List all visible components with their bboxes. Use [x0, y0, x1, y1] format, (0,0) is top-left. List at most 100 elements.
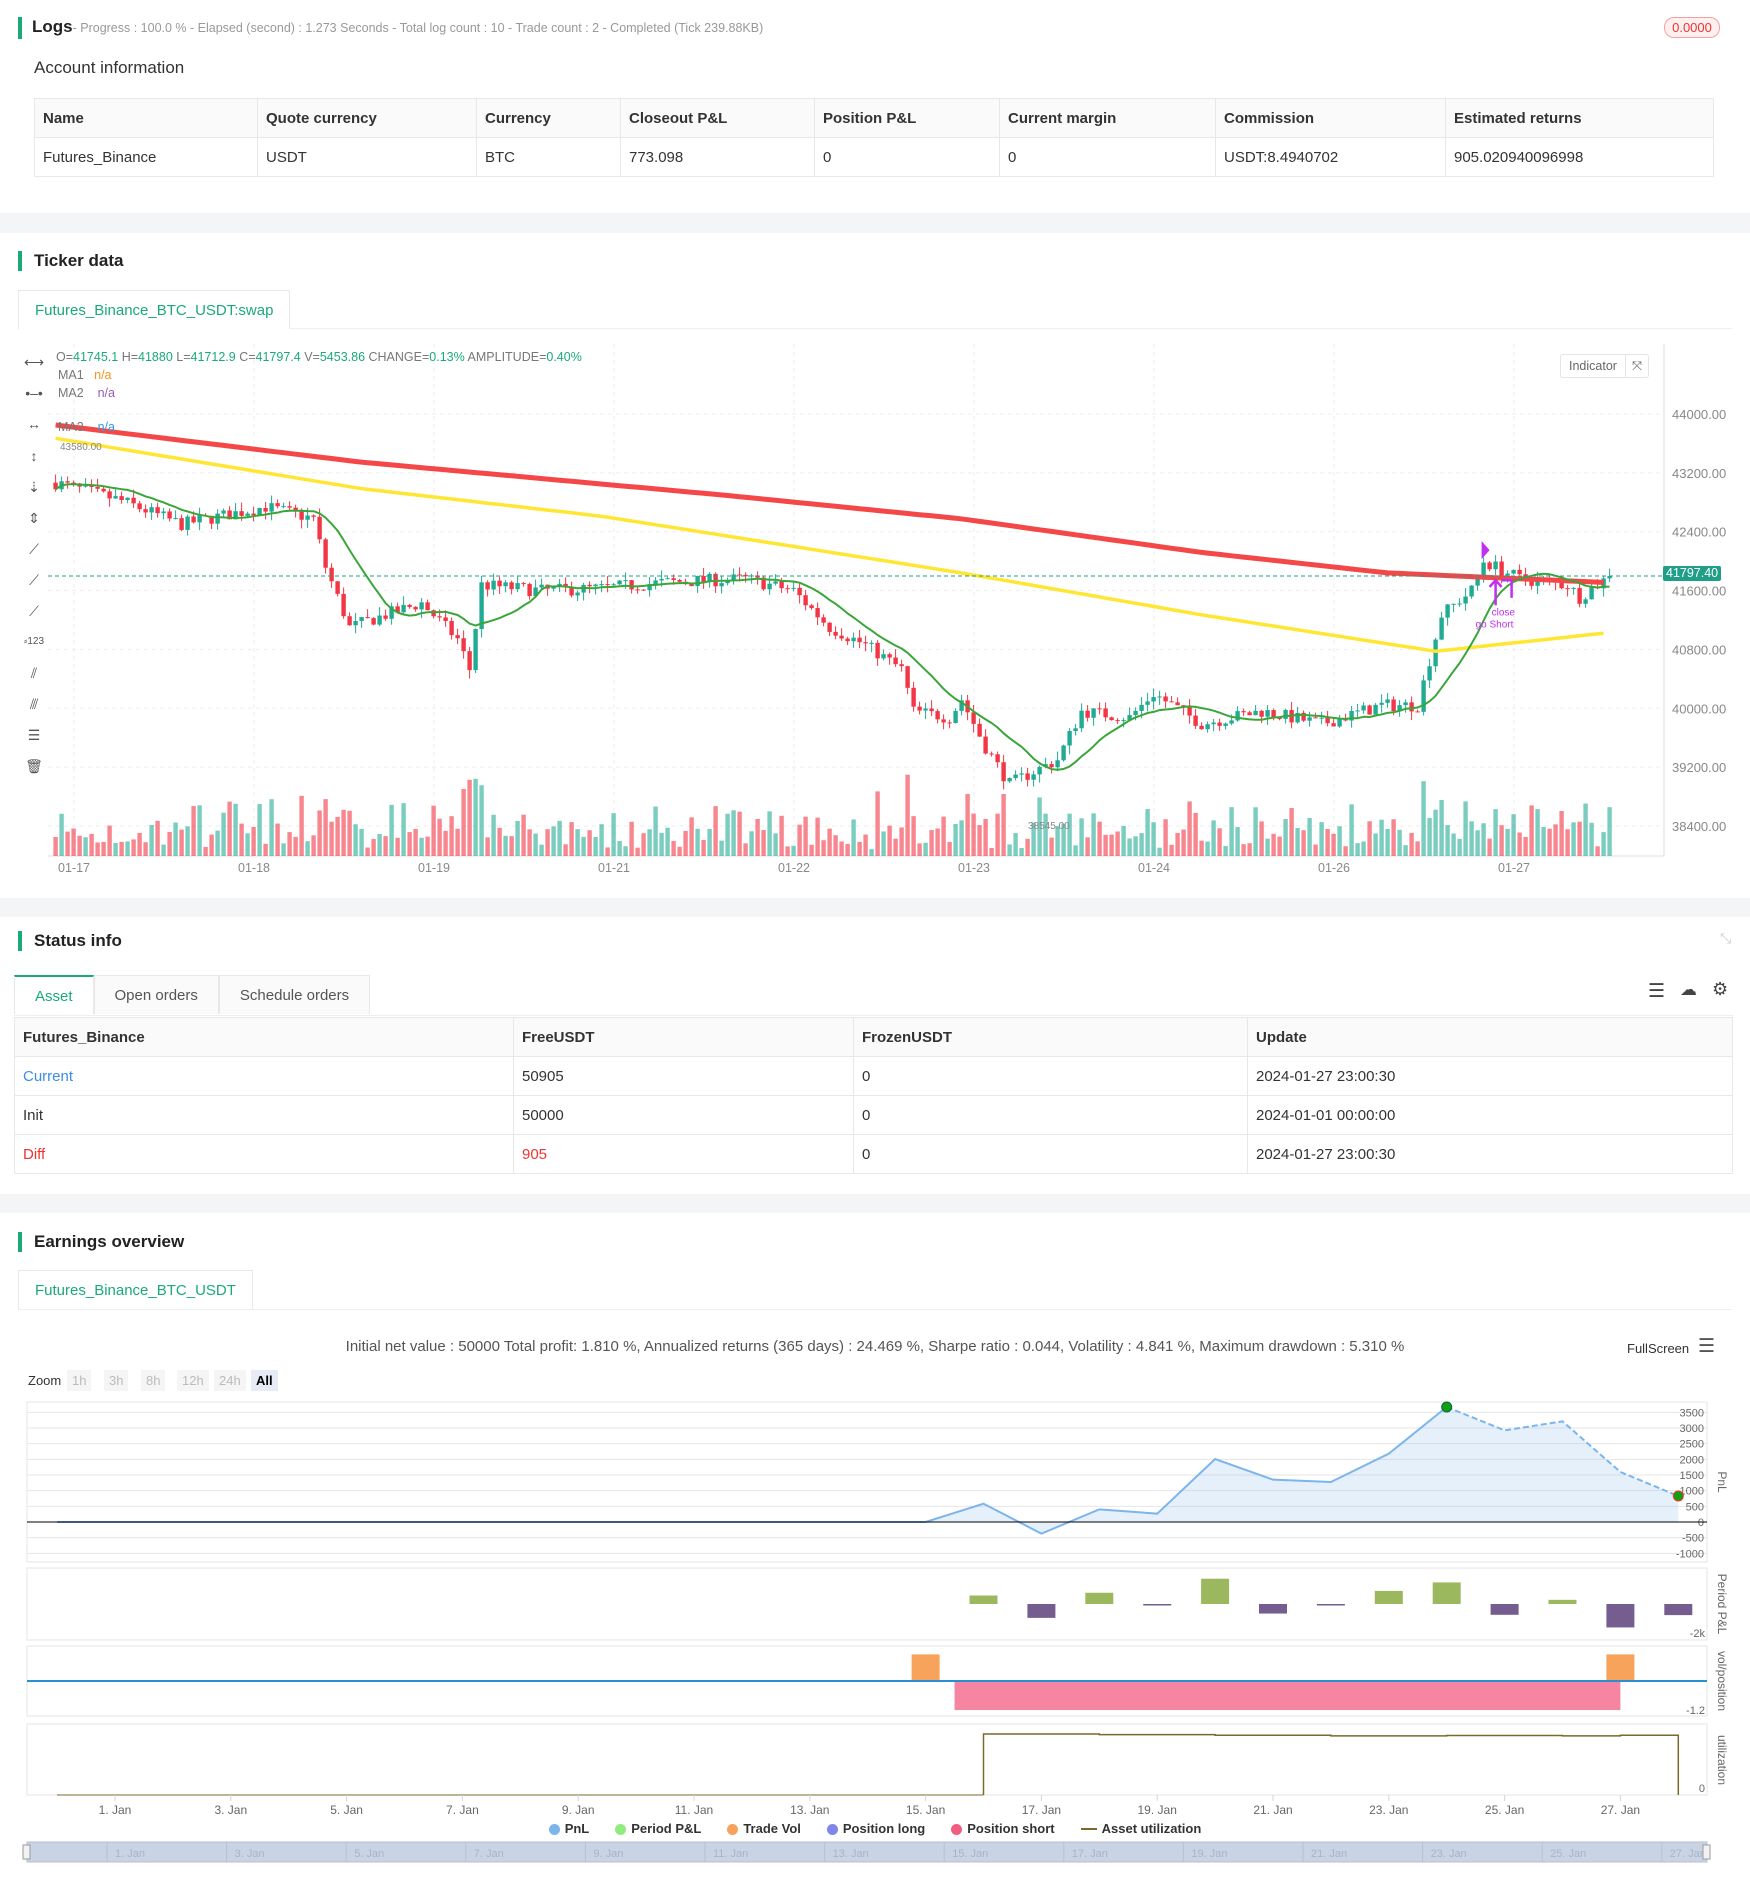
tab-earnings-symbol[interactable]: Futures_Binance_BTC_USDT	[18, 1270, 253, 1309]
x-tick-label: 01-18	[238, 861, 270, 875]
candle-body	[1373, 704, 1378, 715]
settings-gear-icon[interactable]: ⚙	[1712, 979, 1729, 999]
zoom-all-button[interactable]: All	[251, 1370, 278, 1391]
volume-bar	[1499, 825, 1504, 856]
navigator-right-handle	[1702, 1844, 1711, 1860]
legend-period-pnl[interactable]: Period P&L	[615, 1821, 701, 1837]
cell-free: 50000	[513, 1095, 854, 1135]
candle-body	[953, 710, 958, 723]
volume-bar	[179, 829, 184, 856]
volume-bar	[1301, 830, 1306, 856]
trend-line-icon[interactable]: ⟋	[29, 541, 39, 557]
volume-bar	[293, 836, 298, 856]
navigator-tick: 27. Jan	[1670, 1848, 1706, 1860]
legend-position-short[interactable]: Position short	[951, 1821, 1055, 1837]
close-value: 41797.4	[255, 350, 301, 364]
y-tick-label: 40800.00	[1672, 642, 1726, 657]
candle-body	[1121, 720, 1126, 722]
volume-bar	[911, 816, 916, 856]
candle-body	[239, 511, 244, 516]
cell-estimated-returns: 905.020940096998	[1445, 137, 1714, 177]
earnings-chart[interactable]: 3500 3000 2500 2000 1500 1000 500 0 -500 -1000 PnL…	[0, 1395, 1750, 1875]
candle-body	[461, 638, 466, 652]
parallel-channel-icon[interactable]: ⫽	[30, 665, 38, 681]
candle-body	[1241, 711, 1246, 713]
candle-body	[887, 654, 892, 658]
volume-bar	[665, 827, 670, 856]
candle-body	[323, 539, 328, 568]
segment-line-icon[interactable]: ⟋	[29, 603, 39, 619]
legend-position-short-label: Position short	[967, 1821, 1055, 1836]
volume-bar	[1085, 837, 1090, 856]
row-label-current[interactable]: Current	[14, 1056, 514, 1096]
horizontal-lines-icon[interactable]: ☰	[27, 727, 41, 743]
legend-trade-vol[interactable]: Trade Vol	[727, 1821, 801, 1837]
fullscreen-icon[interactable]: ⤧	[1631, 359, 1642, 373]
zoom-8h-button[interactable]: 8h	[141, 1370, 166, 1391]
candlestick-chart[interactable]: 44000.00 43200.00 42400.00 41600.00 40800.00…	[0, 340, 1750, 885]
position-short-bar	[954, 1681, 1621, 1711]
candle-body	[677, 580, 682, 582]
cloud-upload-icon[interactable]: ☁	[1680, 980, 1697, 999]
legend-asset-utilization[interactable]: Asset utilization	[1080, 1821, 1201, 1837]
tab-ticker-symbol[interactable]: Futures_Binance_BTC_USDT:swap	[18, 290, 291, 329]
zoom-1h-button[interactable]: 1h	[67, 1370, 92, 1391]
horizontal-line-icon[interactable]: ⟷	[23, 354, 45, 370]
horizontal-ray-icon[interactable]: •–•	[25, 385, 43, 401]
fullscreen-button[interactable]: FullScreen	[1627, 1341, 1690, 1356]
volume-bar	[401, 803, 406, 856]
vertical-line-icon[interactable]: ↕	[30, 448, 38, 464]
signal-short-label: go Short	[1476, 619, 1514, 630]
volume-bar	[1409, 832, 1414, 856]
tab-schedule-orders[interactable]: Schedule orders	[218, 975, 371, 1014]
candle-body	[233, 511, 238, 520]
candle-body	[209, 515, 214, 524]
price-line-icon[interactable]: ⸗123	[23, 636, 44, 647]
volume-bar	[1331, 833, 1336, 856]
candle-body	[563, 583, 568, 588]
volume-bar	[1043, 813, 1048, 856]
tab-open-orders[interactable]: Open orders	[93, 975, 219, 1014]
candle-body	[383, 615, 388, 619]
pnl-drawdown-line	[1446, 1406, 1679, 1497]
volume-bar	[1247, 843, 1252, 856]
tab-asset[interactable]: Asset	[14, 975, 94, 1014]
fibonacci-icon[interactable]: ⫻	[29, 696, 39, 712]
trash-icon[interactable]: 🗑	[25, 758, 43, 774]
candle-body	[275, 503, 280, 507]
candle-body	[521, 583, 526, 585]
list-view-icon[interactable]: ☰	[1648, 981, 1666, 1002]
legend-position-long[interactable]: Position long	[826, 1821, 925, 1837]
candle-body	[1103, 708, 1108, 718]
pnl-peak-marker	[1441, 1401, 1453, 1413]
volume-bar	[395, 837, 400, 856]
legend-pnl[interactable]: PnL	[548, 1821, 589, 1837]
candle-body	[281, 506, 286, 508]
volume-bar	[515, 820, 520, 856]
volume-bar	[1481, 823, 1486, 856]
period-pnl-frame	[26, 1567, 1708, 1641]
horizontal-segment-icon[interactable]: ↔	[27, 416, 41, 432]
zoom-3h-button[interactable]: 3h	[104, 1370, 129, 1391]
volume-bar	[1523, 836, 1528, 856]
candle-body	[65, 481, 70, 483]
status-close-icon[interactable]: ⤡	[1720, 930, 1732, 946]
candle-body	[371, 618, 376, 625]
candle-body	[155, 507, 160, 514]
candle-body	[101, 488, 106, 492]
volume-bar	[689, 817, 694, 856]
ray-line-icon[interactable]: ⟋	[29, 572, 39, 588]
vertical-segment-icon[interactable]: ⇕	[28, 510, 40, 526]
vertical-ray-icon[interactable]: ⇣	[28, 479, 40, 495]
chart-menu-icon[interactable]: ☰	[1698, 1336, 1716, 1357]
volume-bar	[947, 841, 952, 856]
zoom-12h-button[interactable]: 12h	[177, 1370, 209, 1391]
volume-bar	[359, 828, 364, 856]
indicator-button[interactable]: Indicator	[1561, 355, 1626, 377]
cell-update: 2024-01-27 23:00:30	[1247, 1056, 1733, 1096]
volume-bar	[197, 805, 202, 856]
zoom-24h-button[interactable]: 24h	[214, 1370, 246, 1391]
candle-body	[899, 664, 904, 667]
volume-bar	[257, 804, 262, 856]
volume-bar	[803, 816, 808, 856]
